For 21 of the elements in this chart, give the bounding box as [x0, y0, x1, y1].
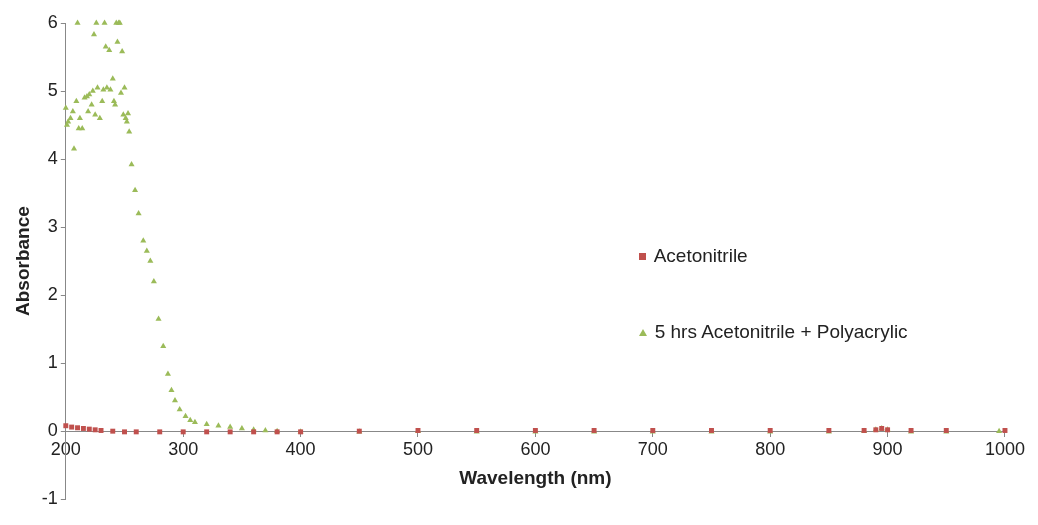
x-axis-title: Wavelength (nm) — [459, 467, 612, 489]
x-tick-label: 200 — [50, 438, 81, 459]
x-tick-label: 300 — [168, 438, 199, 459]
x-tick-label: 900 — [872, 438, 903, 459]
y-tick-label: 6 — [47, 11, 58, 32]
y-tick-label: 3 — [47, 216, 58, 237]
x-tick-label: 700 — [637, 438, 668, 459]
y-tick-label: 4 — [47, 148, 58, 169]
x-tick-label: 600 — [520, 438, 551, 459]
y-tick-label: 0 — [47, 420, 58, 441]
x-tick-label: 1000 — [984, 438, 1025, 459]
x-tick-label: 800 — [755, 438, 786, 459]
x-tick-label: 500 — [402, 438, 434, 459]
y-tick-label: 5 — [47, 80, 58, 100]
y-tick-label: 2 — [47, 284, 58, 305]
y-tick-label: -1 — [41, 488, 58, 509]
legend-label: 5 hrs Acetonitrile + Polyacrylic — [654, 321, 908, 344]
legend-label: Acetonitrile — [653, 245, 748, 268]
y-tick-label: 1 — [47, 352, 58, 373]
x-tick-label: 400 — [285, 438, 316, 459]
y-axis-title: Absorbance — [11, 206, 33, 317]
